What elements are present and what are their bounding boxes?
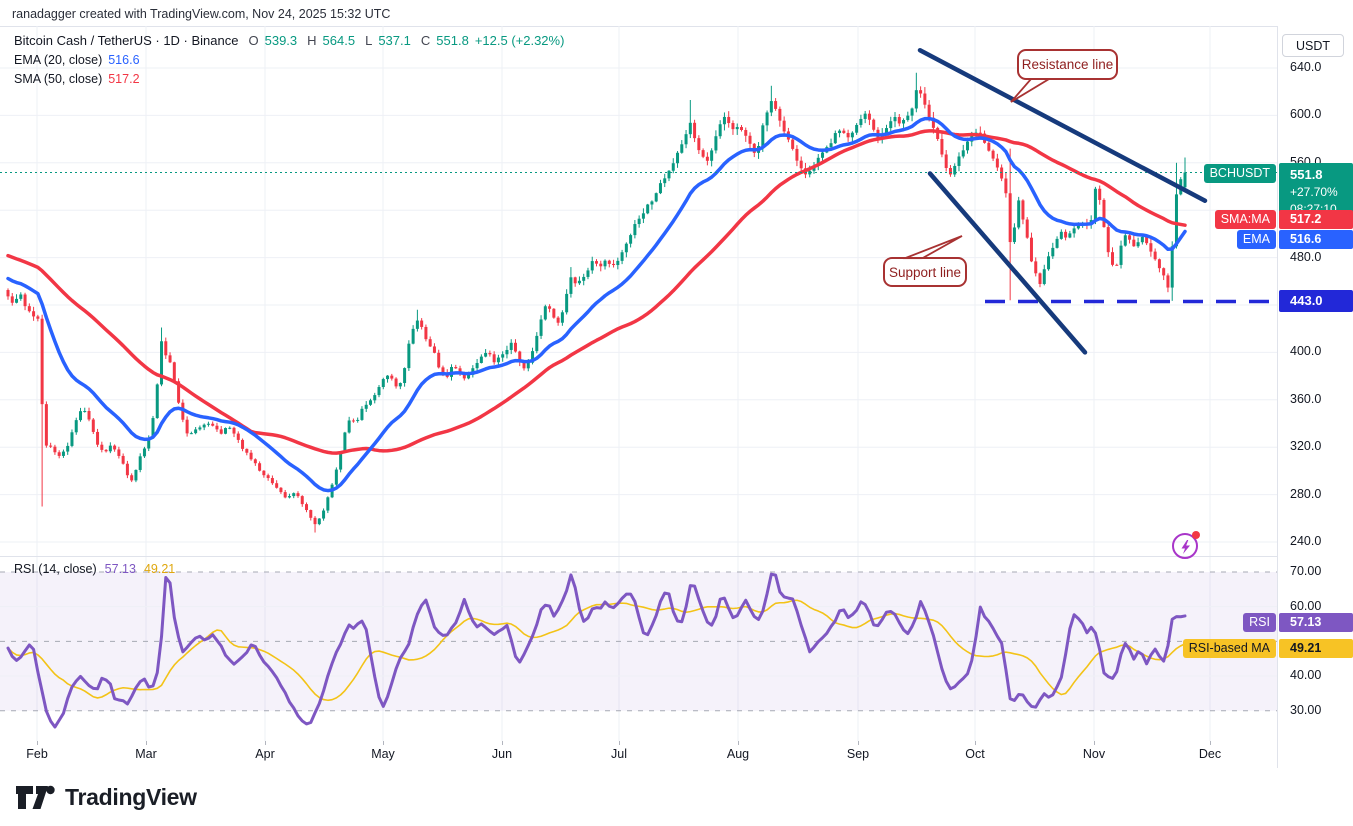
month-label: Nov [1082,747,1106,761]
pane-separator[interactable] [0,556,1353,557]
open-value: 539.3 [264,33,298,48]
month-tick-mark [738,741,739,745]
tradingview-mark-icon [16,785,55,809]
price-tick-label: 320.0 [1290,439,1322,454]
month-label: Dec [1198,747,1222,761]
price-tick-label: 280.0 [1290,486,1322,501]
price-tick-label: 480.0 [1290,249,1322,264]
month-tick-mark [1094,741,1095,745]
currency-toggle-button[interactable]: USDT [1282,34,1344,57]
high-label: H [307,33,317,48]
price-tick-label: 400.0 [1290,344,1322,359]
events-flash-icon[interactable] [1171,531,1201,561]
price-axis-border [1277,26,1278,768]
time-axis[interactable]: Feb Mar Apr May Jun Jul Aug Sep Oct Nov Dec [0,741,1277,768]
tradingview-logo[interactable]: TradingView [14,782,197,812]
rsi-ma-value: 49.21 [143,562,176,576]
legend: Bitcoin Cash / TetherUS · 1D · Binance O… [14,31,564,88]
change-value: +12.5 (+2.32%) [474,33,565,48]
month-label: May [371,747,395,761]
sma-legend-row[interactable]: SMA (50, close) 517.2 [14,69,564,88]
month-label: Apr [255,747,275,761]
ema-axis-badge: 516.6 [1279,230,1353,249]
rsi-legend-row[interactable]: RSI (14, close) 57.13 49.21 [14,562,175,576]
resistance-callout[interactable]: Resistance line [1017,49,1118,80]
low-value: 537.1 [378,33,411,48]
last-price-value: 551.8 [1290,167,1323,182]
month-label: Jun [491,747,513,761]
month-label: Oct [965,747,985,761]
month-tick-mark [502,741,503,745]
month-tick-mark [383,741,384,745]
close-value: 551.8 [436,33,469,48]
rsi-value: 57.13 [104,562,136,576]
close-label: C [420,33,431,48]
symbol-legend-row[interactable]: Bitcoin Cash / TetherUS · 1D · Binance O… [14,31,564,50]
rsi-ma-label-badge: RSI-based MA [1182,639,1276,658]
month-tick-mark [265,741,266,745]
rsi-tick-label: 70.00 [1290,564,1322,578]
rsi-label: RSI (14, close) [14,562,97,576]
month-tick-mark [1210,741,1211,745]
brand-name: TradingView [65,783,197,810]
symbol-title: Bitcoin Cash / TetherUS · 1D · Binance [14,33,239,48]
price-tick-label: 240.0 [1290,534,1322,548]
rsi-ma-axis-badge: 49.21 [1279,639,1353,658]
high-value: 564.5 [322,33,356,48]
sma-label: SMA (50, close) [14,71,103,86]
support-callout[interactable]: Support line [883,257,967,287]
chart-top-border [0,26,1353,27]
ema-label-badge: EMA [1236,230,1276,249]
rsi-chart-canvas[interactable] [0,557,1277,741]
month-tick-mark [37,741,38,745]
footer: TradingView [0,768,1353,826]
open-label: O [248,33,259,48]
symbol-price-label-badge: BCHUSDT [1203,164,1276,183]
price-axis[interactable]: USDT 640.0 600.0 560.0 480.0 400.0 360.0 320.0… [1278,26,1353,768]
ema-value: 516.6 [108,52,140,67]
ema-label: EMA (20, close) [14,52,103,67]
price-tick-label: 640.0 [1290,60,1322,74]
rsi-tick-label: 40.00 [1290,668,1322,683]
notification-dot [1192,531,1200,539]
lightning-bolt-icon [1181,540,1190,554]
month-tick-mark [619,741,620,745]
support-level-axis-badge: 443.0 [1279,290,1353,312]
month-tick-mark [975,741,976,745]
low-label: L [365,33,373,48]
month-tick-mark [858,741,859,745]
month-label: Sep [846,747,870,761]
sma-value: 517.2 [108,71,140,86]
rsi-tick-label: 30.00 [1290,702,1322,717]
price-tick-label: 360.0 [1290,391,1322,406]
flash-ring-icon [1172,533,1198,559]
month-label: Jul [611,747,627,761]
month-label: Mar [135,747,157,761]
month-tick-mark [146,741,147,745]
last-price-change: +27.70% [1290,185,1338,199]
attribution-text: ranadagger created with TradingView.com,… [12,7,391,21]
ema-legend-row[interactable]: EMA (20, close) 516.6 [14,50,564,69]
rsi-tick-label: 60.00 [1290,598,1322,613]
rsi-axis-badge: 57.13 [1279,613,1353,632]
month-label: Aug [726,747,750,761]
sma-label-badge: SMA:MA [1214,210,1276,229]
month-label: Feb [26,747,48,761]
sma-axis-badge: 517.2 [1279,210,1353,229]
main-chart-canvas[interactable] [0,26,1277,557]
price-tick-label: 600.0 [1290,107,1322,122]
rsi-label-badge: RSI [1243,613,1276,632]
